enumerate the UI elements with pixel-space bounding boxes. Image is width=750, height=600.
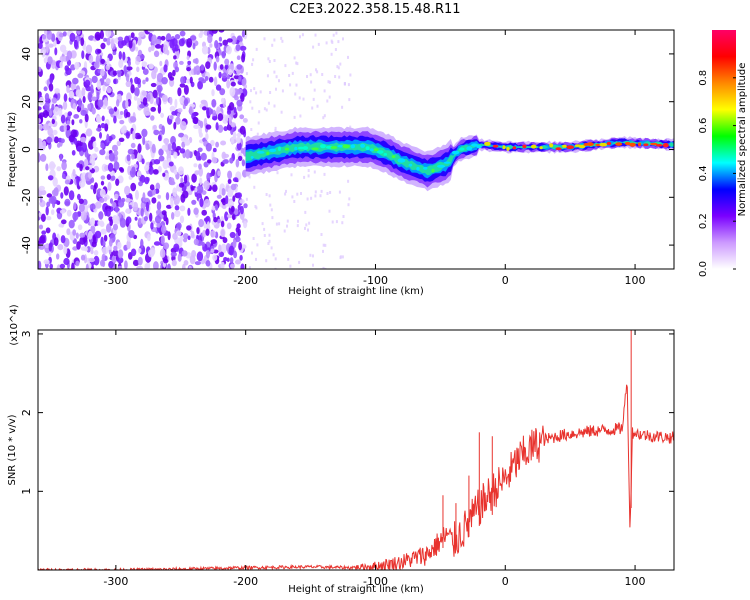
snr-plot-area (38, 330, 674, 570)
top-x-tick-label: -300 (103, 274, 128, 287)
colorbar-tick-label: 0.6 (698, 118, 709, 134)
bottom-y-scale-label: (x10^4) (9, 304, 20, 345)
bottom-y-tick-label: 2 (20, 409, 33, 416)
colorbar-gradient (712, 30, 736, 269)
snr-panel: -300 -200 -100 0 100 1 2 3 Height of straight li… (7, 304, 675, 595)
noise-speckle (38, 30, 352, 269)
top-x-tick-label: 100 (625, 274, 646, 287)
top-x-axis-label: Height of straight line (km) (288, 286, 424, 297)
bottom-x-tick-label: 0 (502, 575, 509, 588)
colorbar-label: Normalized spectral amplitude (737, 63, 748, 217)
colorbar-tick-label: 0.2 (698, 213, 709, 229)
top-y-tick-label: 0 (20, 146, 33, 153)
chart-title: C2E3.2022.358.15.48.R11 (289, 2, 461, 17)
spectrogram-data (38, 30, 674, 269)
top-y-tick-label: 40 (20, 47, 33, 61)
top-x-tick-label: 0 (502, 274, 509, 287)
top-y-tick-label: -40 (20, 236, 33, 254)
top-y-axis-label: Frequency (Hz) (7, 112, 18, 188)
bottom-y-tick-label: 1 (20, 488, 33, 495)
bottom-x-axis-label: Height of straight line (km) (288, 584, 424, 595)
top-x-tick-label: -200 (233, 274, 258, 287)
bottom-y-tick-label: 3 (20, 330, 33, 337)
top-y-tick-label: -20 (20, 188, 33, 206)
colorbar: 0.0 0.2 0.4 0.6 0.8 Normalized spectral ampli… (698, 30, 748, 277)
bottom-y-axis-label: SNR (10 * v/v) (7, 414, 18, 485)
colorbar-tick-label: 0.4 (698, 165, 709, 181)
bottom-x-tick-label: -100 (363, 575, 388, 588)
colorbar-tick-label: 0.8 (698, 70, 709, 86)
colorbar-tick-label: 0.0 (698, 261, 709, 277)
bottom-x-tick-label: 100 (625, 575, 646, 588)
signal-track (245, 126, 674, 192)
bottom-x-tick-label: -200 (233, 575, 258, 588)
top-y-tick-label: 20 (20, 95, 33, 109)
top-x-tick-label: -100 (363, 274, 388, 287)
snr-frame (37, 329, 675, 571)
bottom-x-tick-label: -300 (103, 575, 128, 588)
